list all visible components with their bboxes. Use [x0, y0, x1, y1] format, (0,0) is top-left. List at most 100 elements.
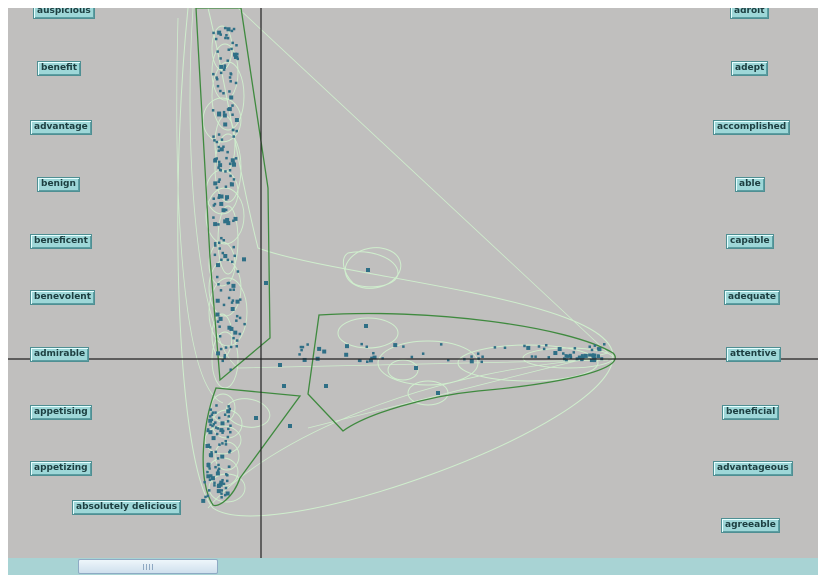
data-point — [225, 195, 230, 200]
data-point — [221, 251, 225, 255]
data-point — [223, 122, 228, 127]
data-point — [344, 344, 349, 349]
word-button-appetising[interactable]: appetising — [30, 405, 92, 420]
word-button-advantage[interactable]: advantage — [30, 120, 92, 135]
data-point — [242, 257, 247, 262]
word-button-attentive[interactable]: attentive — [726, 347, 781, 362]
cluster-ellipse — [208, 277, 248, 347]
data-point — [214, 450, 218, 454]
word-button-benign[interactable]: benign — [37, 177, 80, 192]
data-point — [235, 345, 239, 348]
word-button-accomplished[interactable]: accomplished — [713, 120, 791, 135]
data-point — [597, 347, 602, 352]
data-point — [214, 421, 217, 424]
data-point — [288, 424, 292, 428]
horizontal-scrollbar[interactable] — [8, 558, 818, 575]
data-point — [222, 239, 226, 242]
data-point — [219, 64, 224, 69]
data-point — [215, 432, 219, 436]
data-point — [208, 430, 213, 435]
data-point — [211, 411, 215, 414]
cluster-ellipse — [217, 205, 239, 275]
data-point — [421, 352, 425, 355]
data-point — [226, 221, 231, 226]
word-button-benefit[interactable]: benefit — [37, 61, 82, 76]
word-button-agreeable[interactable]: agreeable — [721, 518, 780, 533]
word-button-beneficent[interactable]: beneficent — [30, 234, 92, 249]
word-button-adept[interactable]: adept — [731, 61, 769, 76]
cluster-ellipse — [337, 317, 399, 349]
cluster-ellipse — [205, 169, 239, 215]
data-point — [223, 64, 227, 67]
data-point — [232, 135, 235, 138]
data-point — [217, 223, 220, 226]
data-point — [207, 489, 211, 492]
data-point — [220, 138, 224, 141]
word-button-beneficial[interactable]: beneficial — [722, 405, 780, 420]
data-point — [218, 334, 222, 338]
data-point — [282, 384, 286, 388]
data-point — [226, 473, 229, 477]
envelope-line — [207, 357, 614, 509]
data-point — [219, 194, 224, 199]
data-point — [214, 157, 217, 161]
data-point — [229, 80, 232, 83]
data-point — [220, 258, 223, 262]
data-point — [235, 44, 238, 47]
word-button-able[interactable]: able — [735, 177, 765, 192]
data-point — [205, 443, 210, 448]
data-point — [232, 162, 237, 167]
data-point — [222, 303, 226, 307]
data-point — [224, 486, 228, 490]
data-point — [235, 314, 239, 318]
data-point — [234, 157, 238, 160]
word-button-capable[interactable]: capable — [726, 234, 774, 249]
data-point — [370, 356, 373, 360]
data-point — [211, 424, 214, 428]
data-point — [235, 299, 240, 304]
data-point — [227, 405, 230, 408]
data-point — [218, 247, 221, 250]
data-point — [436, 391, 440, 395]
word-button-absolutely-delicious[interactable]: absolutely delicious — [72, 500, 182, 515]
data-point — [225, 217, 230, 222]
cluster-ellipse — [211, 43, 239, 101]
data-point — [364, 324, 368, 328]
data-point — [221, 208, 226, 213]
cluster-plot — [8, 8, 818, 558]
data-point — [221, 431, 224, 434]
scrollbar-thumb[interactable] — [78, 559, 218, 574]
word-button-benevolent[interactable]: benevolent — [30, 290, 96, 305]
data-point — [402, 345, 405, 348]
data-point — [230, 29, 234, 33]
word-button-adequate[interactable]: adequate — [724, 290, 780, 305]
semantic-plot-area[interactable]: auspicious benefit advantage benign bene… — [8, 8, 818, 558]
cluster-ellipse — [204, 425, 242, 455]
data-point — [216, 50, 219, 53]
word-button-advantageous[interactable]: advantageous — [713, 461, 793, 476]
data-point — [231, 104, 234, 107]
data-point — [231, 41, 234, 45]
word-button-auspicious[interactable]: auspicious — [33, 8, 95, 19]
word-button-adroit[interactable]: adroit — [730, 8, 769, 19]
word-button-appetizing[interactable]: appetizing — [30, 461, 92, 476]
data-point — [216, 469, 220, 472]
data-point — [219, 480, 224, 485]
data-point — [212, 423, 215, 426]
cluster-ellipse — [208, 241, 236, 287]
data-point — [224, 185, 228, 188]
data-point — [215, 404, 218, 407]
cluster-ellipse — [377, 340, 479, 386]
data-point — [227, 296, 231, 300]
data-point — [366, 360, 369, 363]
data-point — [208, 418, 213, 423]
data-point — [226, 150, 229, 154]
data-point — [365, 345, 369, 349]
data-points — [201, 26, 606, 503]
data-point — [220, 454, 225, 459]
word-button-admirable[interactable]: admirable — [30, 347, 90, 362]
data-point — [210, 413, 214, 417]
data-point — [230, 260, 234, 264]
data-point — [212, 135, 215, 138]
